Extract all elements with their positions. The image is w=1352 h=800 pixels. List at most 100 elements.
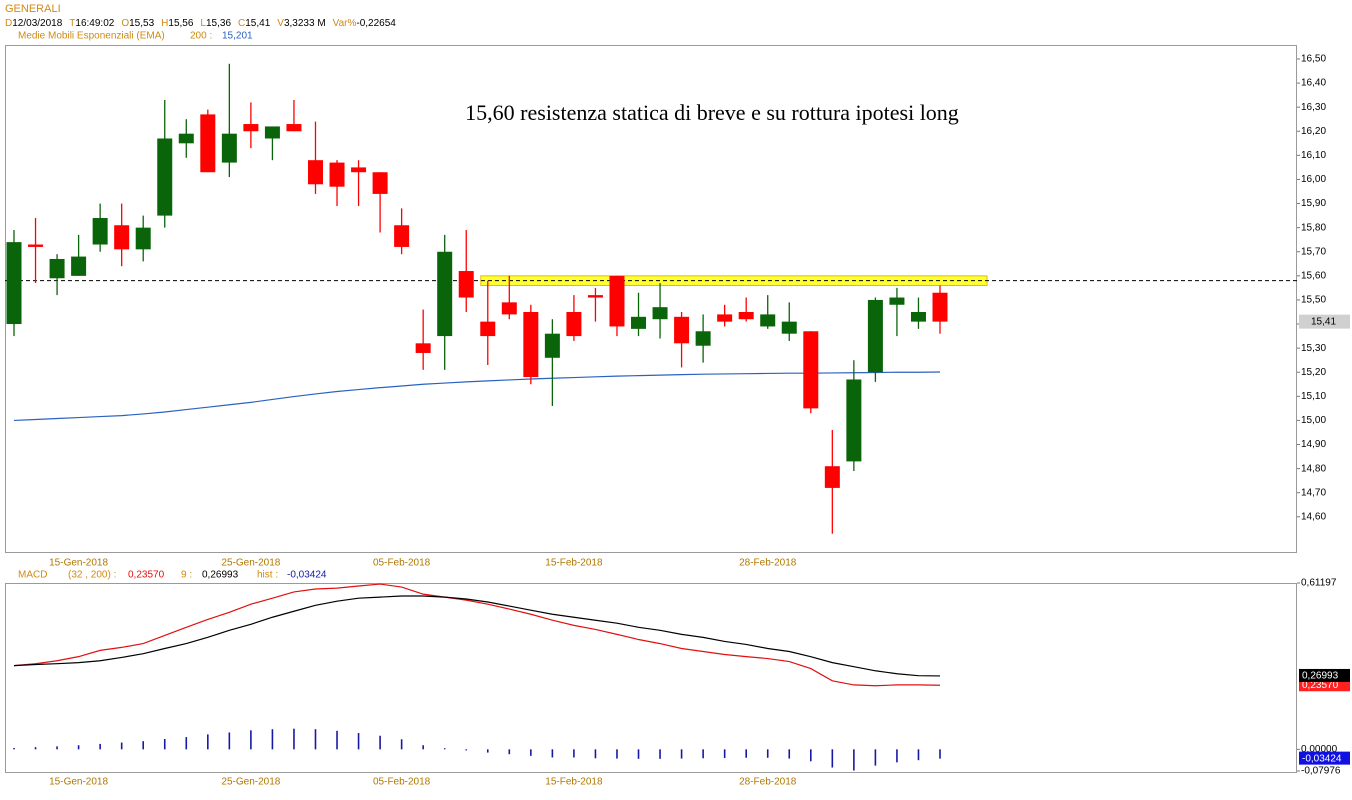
price-tag-label: 15,41 [1311, 316, 1336, 327]
macd-line [13, 583, 941, 687]
legend-hist-value: -0,03424 [287, 570, 327, 581]
candle-body [631, 316, 647, 329]
x-tick-label: 15-Gen-2018 [49, 777, 108, 788]
legend-signal: 9 : [181, 570, 192, 581]
info-value: -0,22654 [356, 18, 396, 29]
x-tick-label: 28-Feb-2018 [739, 777, 797, 788]
value-tag-label: 0,23570 [1302, 680, 1339, 691]
macd-title: MACD [18, 570, 47, 581]
legend-signal-value: 0,26993 [202, 570, 239, 581]
y-tick-label: 0,61197 [1301, 578, 1337, 589]
legend-ema-value: 15,201 [222, 31, 253, 42]
ema-line [13, 371, 941, 422]
candle-body [803, 331, 819, 409]
candle-body [760, 314, 776, 327]
candle-body [415, 343, 431, 353]
x-tick-label: 25-Gen-2018 [221, 777, 280, 788]
x-tick-label: 28-Feb-2018 [739, 558, 797, 569]
candle-body [394, 225, 410, 247]
x-tick-label: 15-Gen-2018 [49, 558, 108, 569]
candle-body [351, 167, 367, 173]
info-value: 15,53 [129, 18, 154, 29]
legend-macd-value: 0,23570 [128, 570, 165, 581]
y-tick-label: 16,30 [1301, 102, 1326, 113]
candle-body [178, 133, 194, 144]
y-tick-label: 14,70 [1301, 487, 1326, 498]
candle-body [846, 379, 862, 462]
candle-body [932, 292, 948, 322]
info-key: D [5, 18, 12, 29]
y-tick-label: 14,90 [1301, 439, 1326, 450]
candle-body [781, 321, 797, 334]
y-tick-label: 14,60 [1301, 511, 1326, 522]
y-tick-label: 0,00000 [1301, 744, 1338, 755]
candle-body [867, 299, 883, 373]
candle-body [6, 242, 22, 325]
y-tick-label: 16,50 [1301, 54, 1326, 65]
candle-body [738, 311, 754, 320]
x-tick-label: 25-Gen-2018 [221, 558, 280, 569]
x-tick-label: 05-Feb-2018 [373, 777, 431, 788]
info-key: T [69, 18, 75, 29]
chart-title: GENERALI [5, 3, 61, 15]
y-tick-label: -0,07976 [1301, 766, 1341, 777]
x-tick-label: 15-Feb-2018 [545, 777, 603, 788]
y-tick-label: 16,10 [1301, 150, 1326, 161]
candle-body [458, 271, 474, 298]
legend-ema: Medie Mobili Esponenziali (EMA) [18, 31, 165, 42]
info-value: 15,56 [168, 18, 193, 29]
value-tag-label: 0,26993 [1302, 671, 1339, 682]
macd-panel [5, 583, 1297, 773]
candle-body [372, 172, 388, 194]
candle-body [243, 124, 259, 132]
candle-body [157, 138, 173, 216]
macd-line [13, 595, 941, 677]
info-value: 3,3233 M [284, 18, 326, 29]
candle-body [523, 311, 539, 378]
candle-body [652, 307, 668, 320]
annotation: 15,60 resistenza statica di breve e su r… [465, 100, 959, 125]
y-tick-label: 15,80 [1301, 222, 1326, 233]
value-tag [1299, 668, 1350, 682]
y-tick-label: 15,50 [1301, 295, 1326, 306]
candle-body [910, 311, 926, 322]
info-value: 12/03/2018 [12, 18, 62, 29]
info-key: O [121, 18, 129, 29]
info-key: Var% [333, 18, 357, 29]
candle-body [200, 114, 216, 173]
info-key: L [200, 18, 206, 29]
legend-hist: hist : [257, 570, 278, 581]
candle-body [49, 258, 65, 279]
candle-body [717, 314, 733, 322]
candle-body [28, 244, 44, 247]
y-tick-label: 15,00 [1301, 415, 1326, 426]
candle-body [501, 302, 517, 315]
candle-body [71, 256, 87, 276]
y-tick-label: 16,00 [1301, 174, 1326, 185]
price-tag [1299, 314, 1350, 329]
candle-body [92, 218, 108, 245]
x-tick-label: 15-Feb-2018 [545, 558, 603, 569]
y-tick-label: 15,90 [1301, 198, 1326, 209]
info-value: 15,36 [206, 18, 231, 29]
candle-body [587, 295, 603, 298]
y-tick-label: 16,40 [1301, 78, 1326, 89]
y-tick-label: 15,70 [1301, 246, 1326, 257]
candle-body [307, 160, 323, 185]
y-tick-label: 16,20 [1301, 126, 1326, 137]
x-tick-label: 05-Feb-2018 [373, 558, 431, 569]
candle-body [889, 297, 905, 305]
legend-macd: (32 , 200) : [68, 570, 116, 581]
value-tag-label: -0,03424 [1302, 753, 1342, 764]
y-tick-label: 15,60 [1301, 270, 1326, 281]
value-tag [1299, 751, 1350, 765]
legend-ema-period: 200 : [190, 31, 212, 42]
info-key: V [277, 18, 284, 29]
candle-body [114, 225, 130, 250]
price-panel [5, 45, 1297, 553]
candle-body [437, 251, 453, 337]
info-value: 16:49:02 [75, 18, 114, 29]
candle-body [329, 162, 345, 187]
candle-body [695, 331, 711, 346]
